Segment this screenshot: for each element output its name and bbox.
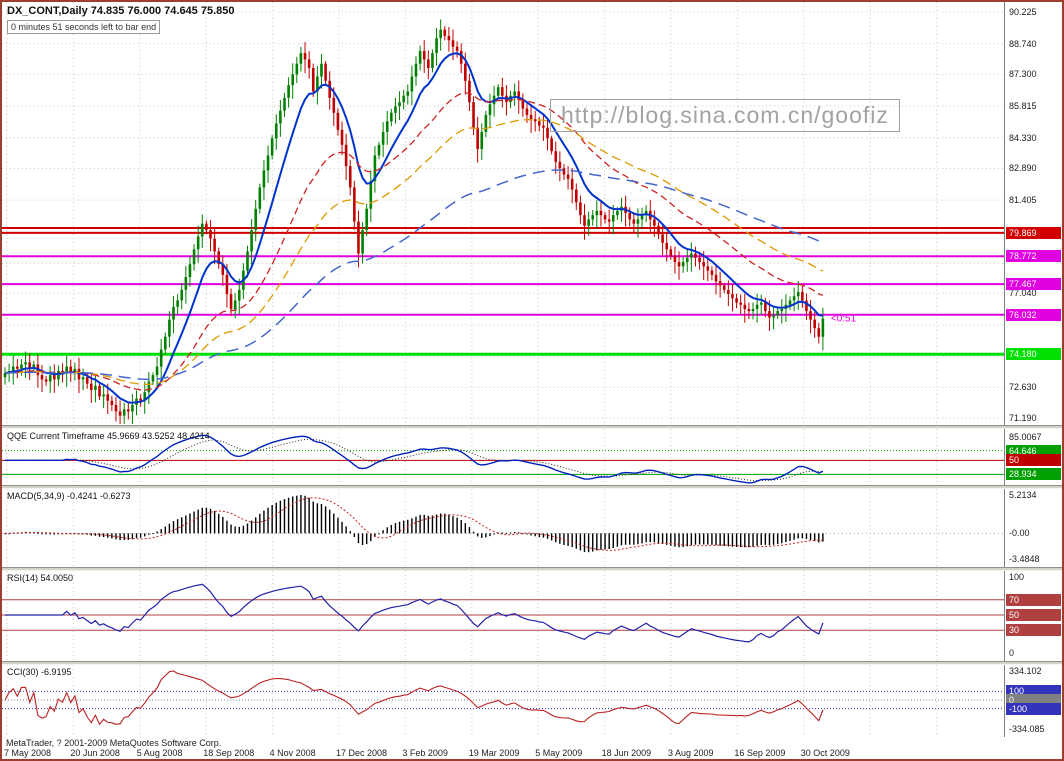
price-level-label: 64.646 — [1006, 444, 1061, 457]
axis-label: 72.630 — [1009, 382, 1037, 393]
macd-scale: 5.2134 -0.00 -3.4848 — [1004, 489, 1062, 567]
price-level-label: 77.467 — [1006, 278, 1061, 291]
price-level-label: 28.934 — [1006, 468, 1061, 481]
price-chart-canvas[interactable]: <0:51 — [2, 2, 1004, 425]
axis-label: 100 — [1009, 572, 1025, 582]
date-label: 20 Jun 2008 — [70, 748, 120, 758]
grid-layer — [2, 665, 1004, 737]
watermark-text: http://blog.sina.com.cn/goofiz — [550, 99, 900, 132]
bar-time-left-label: <0:51 — [831, 314, 857, 325]
date-label: 3 Feb 2009 — [402, 748, 448, 758]
ma-lines-layer — [4, 52, 824, 404]
price-level-label: 79.869 — [1006, 226, 1061, 239]
rsi-indicator-panel[interactable]: 100 0 70 50 30 RSI(14) 54.0050 — [2, 571, 1062, 661]
axis-label: 334.102 — [1009, 666, 1042, 676]
time-scale[interactable]: MetaTrader, ? 2001-2009 MetaQuotes Softw… — [2, 737, 1062, 759]
rsi-canvas[interactable] — [2, 571, 1004, 661]
grid-layer — [2, 2, 1004, 425]
price-level-label: 50 — [1006, 454, 1061, 467]
grid-layer — [6, 489, 938, 567]
price-level-label: 30 — [1006, 624, 1061, 637]
qqe-title: QQE Current Timeframe 45.9669 43.5252 48… — [7, 431, 210, 441]
date-label: 30 Oct 2009 — [800, 748, 850, 758]
symbol-ohlc-title: DX_CONT,Daily 74.835 76.000 74.645 75.85… — [7, 5, 235, 17]
cci-line — [4, 670, 824, 726]
rsi-line — [5, 583, 824, 643]
cci-scale: 334.102 -334.085 100 0 -100 — [1004, 665, 1062, 737]
rsi-scale: 100 0 70 50 30 — [1004, 571, 1062, 661]
axis-label: 81.405 — [1009, 195, 1037, 206]
date-label: 7 May 2008 — [4, 748, 52, 758]
date-label: 19 Mar 2009 — [468, 748, 520, 758]
axis-label: 84.330 — [1009, 132, 1037, 143]
axis-label: -3.4848 — [1009, 554, 1040, 564]
price-level-label: 78.772 — [1006, 250, 1061, 263]
macd-signal — [4, 497, 823, 551]
date-label: 17 Dec 2008 — [336, 748, 388, 758]
axis-label: 82.890 — [1009, 163, 1037, 174]
axis-label: 85.815 — [1009, 101, 1037, 112]
date-label: 16 Sep 2009 — [734, 748, 786, 758]
qqe-lines — [5, 434, 824, 484]
axis-label: 77.040 — [1009, 288, 1037, 299]
date-label: 18 Sep 2008 — [203, 748, 255, 758]
rsi-title: RSI(14) 54.0050 — [7, 573, 74, 583]
axis-label: 90.225 — [1009, 7, 1037, 17]
panel-separator[interactable] — [2, 485, 1062, 489]
date-label: 5 Aug 2008 — [136, 748, 183, 758]
hline-layer — [2, 226, 1004, 356]
price-scale[interactable]: 90.225 88.740 87.300 85.815 84.330 82.890 81.4… — [1004, 2, 1062, 425]
bar-countdown-box: 0 minutes 51 seconds left to bar end — [7, 20, 161, 34]
copyright-text: MetaTrader, ? 2001-2009 MetaQuotes Softw… — [6, 738, 222, 748]
date-label: 18 Jun 2009 — [601, 748, 652, 758]
macd-title: MACD(5,34,9) -0.4241 -0.6273 — [7, 491, 131, 501]
cci-title: CCI(30) -6.9195 — [7, 667, 72, 677]
price-level-label: 50 — [1006, 609, 1061, 621]
price-level-label: 74.180 — [1006, 348, 1061, 361]
price-level-label: 76.032 — [1006, 308, 1061, 321]
axis-label: 87.300 — [1009, 69, 1037, 80]
date-label: 5 May 2009 — [535, 748, 583, 758]
axis-label: -334.085 — [1009, 724, 1045, 734]
axis-label: 85.0067 — [1009, 431, 1042, 442]
panel-separator[interactable] — [2, 567, 1062, 571]
axis-label: 71.190 — [1009, 413, 1037, 423]
date-label: 4 Nov 2008 — [269, 748, 316, 758]
qqe-canvas[interactable] — [2, 429, 1004, 485]
macd-hist — [2, 495, 1004, 553]
price-level-label: 70 — [1006, 593, 1061, 606]
candles-layer — [3, 19, 825, 424]
axis-label: 5.2134 — [1009, 490, 1037, 500]
main-chart-panel[interactable]: <0:51 90.225 88.740 87.300 85.815 84.330 82.8… — [2, 2, 1062, 425]
macd-canvas[interactable] — [2, 489, 1004, 567]
qqe-indicator-panel[interactable]: 85.0067 64.646 50 28.934 QQE Current Timefr… — [2, 429, 1062, 485]
panel-separator[interactable] — [2, 661, 1062, 665]
cci-canvas[interactable] — [2, 665, 1004, 737]
axis-label: 0 — [1009, 648, 1015, 658]
qqe-scale: 85.0067 64.646 50 28.934 — [1004, 429, 1062, 485]
panel-separator[interactable] — [2, 425, 1062, 429]
cci-indicator-panel[interactable]: 334.102 -334.085 100 0 -100 CCI(30) -6.9195 — [2, 665, 1062, 737]
macd-indicator-panel[interactable]: 5.2134 -0.00 -3.4848 MACD(5,34,9) -0.4241 … — [2, 489, 1062, 567]
axis-label: -0.00 — [1009, 528, 1030, 539]
grid-layer — [2, 571, 1004, 661]
price-level-label: -100 — [1006, 702, 1061, 715]
date-label: 3 Aug 2009 — [668, 748, 714, 758]
axis-label: 88.740 — [1009, 38, 1037, 49]
